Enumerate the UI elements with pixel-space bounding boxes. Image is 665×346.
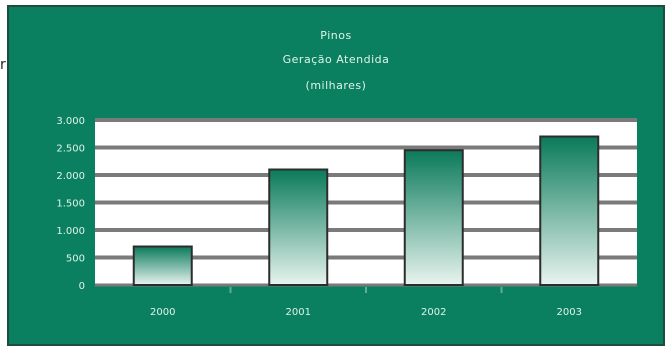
y-tick-label: 3.000 [56, 116, 85, 127]
chart-panel: Pinos Geração Atendida (milhares) 0 500 1.… [7, 5, 665, 346]
y-tick-label: 500 [66, 254, 85, 265]
y-tick-label: 2.000 [56, 171, 85, 182]
y-tick-label: 2.500 [56, 144, 85, 155]
chart-title-line-1: Pinos [320, 29, 352, 42]
x-tick-label: 2001 [286, 307, 311, 318]
y-tick-label: 1.500 [56, 199, 85, 210]
x-tick-label: 2002 [421, 307, 446, 318]
chart-title-line-2: Geração Atendida [282, 53, 390, 66]
bar [268, 168, 329, 286]
chart-title-line-3: (milhares) [305, 79, 367, 92]
x-tick-label: 2003 [557, 307, 582, 318]
y-tick-label: 0 [79, 281, 85, 292]
bar [539, 135, 600, 286]
y-tick-label: 1.000 [56, 226, 85, 237]
bar [132, 245, 193, 286]
x-tick-label: 2000 [150, 307, 175, 318]
bar-chart: 0 500 1.000 1.500 2.000 2.500 3.000 2000 2001 20… [56, 116, 637, 318]
bar [403, 149, 464, 286]
stray-text: r [0, 57, 6, 73]
